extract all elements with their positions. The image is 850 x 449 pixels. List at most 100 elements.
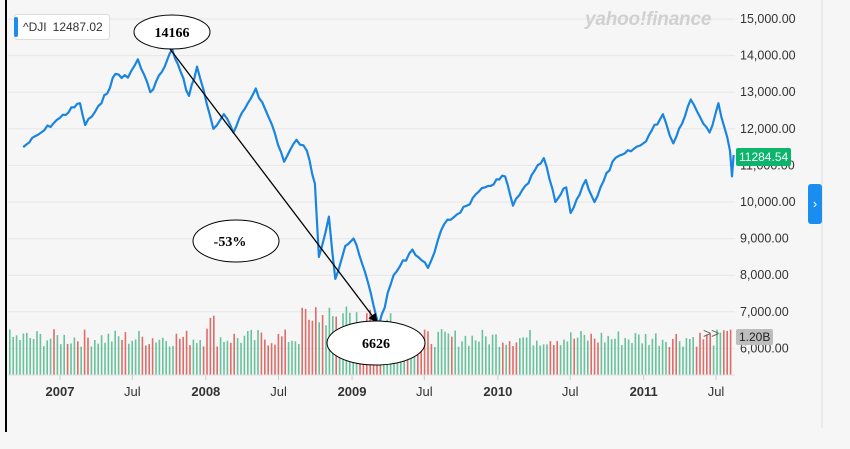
volume-bar [624,338,626,375]
volume-bar [151,338,154,375]
volume-bar [695,346,698,375]
volume-bar [590,333,592,375]
ticker-chip[interactable]: ^DJI 12487.02 [14,14,110,40]
double-chevron-right-icon[interactable]: >> [703,325,720,341]
volume-bar [12,337,14,375]
y-tick-label: 15,000.00 [740,12,796,26]
volume-bar [304,308,307,375]
volume-bar [454,330,456,375]
volume-bar [226,340,229,375]
peak-value: 14166 [155,26,190,41]
drop-callout [192,219,280,263]
volume-bar [559,345,562,375]
volume-bar [583,334,586,375]
volume-bar [597,342,599,375]
volume-bar [505,344,507,375]
x-tick-label: Jul [416,384,433,399]
volume-bar [519,338,521,375]
volume-bar [617,331,620,375]
decline-arrow [169,48,378,323]
y-tick-label: 14,000.00 [740,49,796,63]
volume-bar [223,342,225,375]
volume-bar [277,334,280,375]
volume-bar [726,330,728,375]
volume-bar [702,339,705,375]
volume-bar [60,344,62,375]
volume-bar [66,344,69,375]
left-border [5,0,7,432]
volume-bar [522,337,524,375]
volume-bar [104,342,106,375]
volume-bar [600,332,603,375]
volume-bar [26,332,28,375]
volume-bar [138,330,140,375]
volume-bar [508,341,511,375]
volume-bar [260,332,263,375]
volume-bar [111,341,113,375]
volume-bar [621,345,623,375]
volume-bar [549,341,552,375]
volume-bar [189,345,191,375]
volume-bar [162,337,164,375]
volume-bar [284,329,286,375]
volume-bar [315,307,317,375]
volume-bar [451,336,453,375]
x-tick-label: Jul [562,384,579,399]
volume-bar [665,341,667,375]
volume-bar [63,334,65,375]
volume-bar [709,333,711,375]
volume-bar [570,332,572,375]
volume-bar [539,345,541,375]
volume-bar [566,341,569,375]
volume-bar [546,344,548,375]
volume-bar [444,331,446,375]
volume-bar [267,345,269,375]
volume-bar [604,342,606,375]
volume-bar [512,346,514,375]
volume-bar [165,341,167,375]
volume-bar [39,334,42,375]
volume-bar [413,341,416,375]
peak-callout [133,14,211,50]
volume-bar [627,339,630,375]
volume-bar [43,346,45,375]
y-tick-label: 8,000.00 [740,268,789,282]
volume-bar [556,341,558,375]
volume-bar [209,317,212,375]
volume-bar [614,338,616,375]
volume-bar [298,344,300,375]
volume-bar [692,337,694,375]
volume-bar [437,331,439,375]
volume-bar [716,329,718,375]
volume-bar [73,337,76,375]
volume-bar [247,331,249,375]
volume-bar [699,332,701,375]
volume-bar [117,336,120,375]
chart-nav-button[interactable]: › [808,184,822,224]
volume-bar [610,339,613,375]
volume-bar [274,344,276,375]
y-tick-label: 12,000.00 [740,122,796,136]
volume-bar [141,336,144,375]
volume-bar [131,340,133,375]
volume-bar [301,307,303,375]
volume-bar [230,342,232,375]
volume-bar [185,330,188,375]
volume-bar [107,333,110,375]
y-tick-label: 9,000.00 [740,232,789,246]
volume-bar [658,345,660,375]
volume-bar [644,333,647,375]
trough-value: 6626 [362,337,390,352]
volume-bar [179,338,181,375]
x-tick-label: 2009 [338,384,367,399]
volume-bar [474,340,477,375]
volume-bar [77,341,79,375]
volume-bar [97,343,99,375]
volume-badge: 1.20B [736,329,774,345]
drop-value: -53% [214,235,247,250]
volume-bar [46,340,48,375]
volume-bar [233,333,235,375]
ticker-symbol: ^DJI [23,20,47,34]
volume-bar [70,343,72,375]
